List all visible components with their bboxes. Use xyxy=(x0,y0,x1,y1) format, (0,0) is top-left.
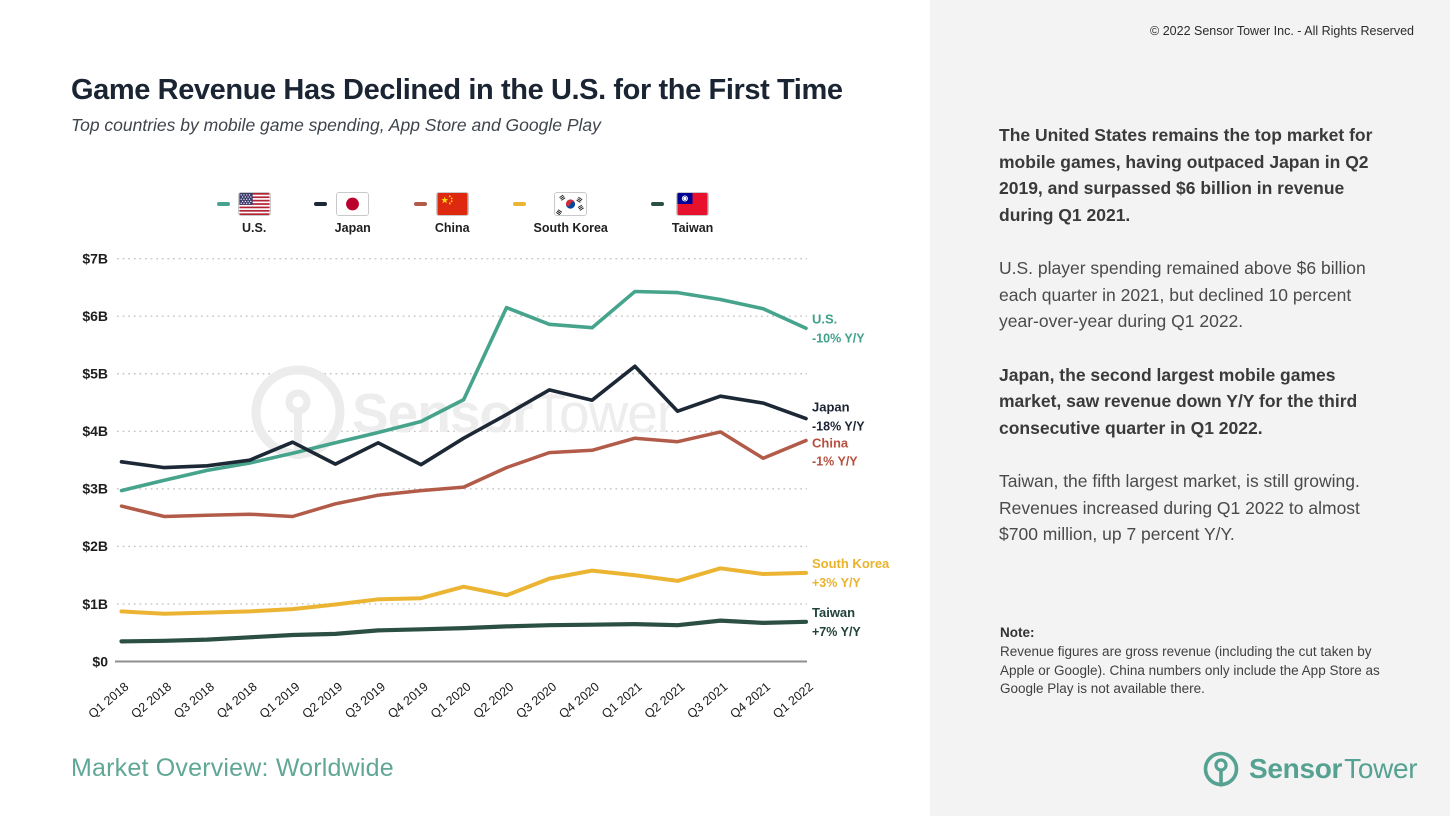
sensor-tower-logo-text: SensorTower xyxy=(1249,753,1418,785)
x-axis-tick-label: Q2 2020 xyxy=(471,680,517,722)
series-line-south-korea xyxy=(119,566,808,616)
narrative: The United States remains the top market… xyxy=(999,122,1395,575)
series-end-label-change: -18% Y/Y xyxy=(812,420,865,434)
legend-item-japan: Japan xyxy=(313,192,371,235)
series-end-label-name: South Korea xyxy=(812,556,890,571)
u-s-flag-icon xyxy=(237,192,271,216)
series-end-label-name: China xyxy=(812,436,849,451)
legend-color-dash xyxy=(413,202,427,206)
series-end-label-change: +3% Y/Y xyxy=(812,576,861,590)
series-end-label-name: U.S. xyxy=(812,311,837,326)
copyright-text: © 2022 Sensor Tower Inc. - All Rights Re… xyxy=(1150,24,1414,38)
y-axis-tick-label: $2B xyxy=(82,538,108,554)
x-axis-tick-label: Q1 2020 xyxy=(428,680,474,722)
series-end-label-name: Japan xyxy=(812,400,850,415)
legend-item-taiwan: Taiwan xyxy=(650,192,714,235)
japan-flag-icon xyxy=(336,192,370,216)
y-axis-tick-label: $6B xyxy=(82,308,108,324)
y-axis-tick-label: $3B xyxy=(82,481,108,497)
x-axis-tick-label: Q4 2018 xyxy=(214,680,260,722)
footer-section-label: Market Overview: Worldwide xyxy=(71,754,394,782)
y-axis-tick-label: $1B xyxy=(82,596,108,612)
legend-item-u-s: U.S. xyxy=(216,192,271,235)
legend-label: Taiwan xyxy=(671,221,714,235)
y-axis-tick-label: $7B xyxy=(82,250,108,266)
taiwan-flag-icon xyxy=(676,192,710,216)
legend-label: U.S. xyxy=(242,221,267,235)
legend-label: Japan xyxy=(334,221,371,235)
x-axis-tick-label: Q3 2018 xyxy=(171,680,217,722)
x-axis-tick-label: Q3 2021 xyxy=(685,680,731,722)
series-line-taiwan xyxy=(119,618,809,644)
sensor-tower-logo: SensorTower xyxy=(1202,750,1418,788)
logo-word-sensor: Sensor xyxy=(1249,753,1343,784)
series-end-label-change: +7% Y/Y xyxy=(812,625,861,639)
series-line-china xyxy=(119,430,808,519)
narrative-paragraph: Japan, the second largest mobile games m… xyxy=(999,364,1358,438)
x-axis-tick-label: Q1 2022 xyxy=(770,680,816,722)
legend-color-dash xyxy=(650,202,664,206)
x-axis-tick-label: Q4 2019 xyxy=(385,680,431,722)
logo-word-tower: Tower xyxy=(1344,753,1418,784)
page-title: Game Revenue Has Declined in the U.S. fo… xyxy=(71,74,843,106)
x-axis-tick-label: Q2 2019 xyxy=(300,680,346,722)
revenue-line-chart: $0 $1B $2B $3B $4B $5B $6B $7B SensorTower Q1 201… xyxy=(82,250,890,722)
china-flag-icon xyxy=(435,192,469,216)
y-axis-tick-label: $0 xyxy=(92,653,108,669)
narrative-paragraph: Taiwan, the fifth largest market, is sti… xyxy=(999,471,1360,544)
narrative-paragraph: The United States remains the top market… xyxy=(999,125,1373,225)
note-body: Revenue figures are gross revenue (inclu… xyxy=(1000,644,1380,696)
x-axis-tick-label: Q4 2020 xyxy=(556,680,602,722)
x-axis-tick-label: Q4 2021 xyxy=(727,680,773,722)
svg-text:SensorTower: SensorTower xyxy=(352,382,675,444)
page-subtitle: Top countries by mobile game spending, A… xyxy=(71,115,601,135)
x-axis-tick-label: Q3 2019 xyxy=(342,680,388,722)
narrative-panel: © 2022 Sensor Tower Inc. - All Rights Re… xyxy=(930,0,1450,816)
note-label: Note: xyxy=(1000,625,1035,640)
legend-color-dash xyxy=(512,202,526,206)
x-axis-tick-label: Q2 2021 xyxy=(642,680,688,722)
series-end-label-name: Taiwan xyxy=(812,605,855,620)
legend-color-dash xyxy=(216,202,230,206)
narrative-paragraph: U.S. player spending remained above $6 b… xyxy=(999,258,1366,331)
legend-label: South Korea xyxy=(533,221,608,235)
sensor-tower-logo-icon xyxy=(1203,751,1239,787)
legend-item-china: China xyxy=(413,192,470,235)
x-axis-tick-label: Q1 2018 xyxy=(86,680,132,722)
x-axis-tick-label: Q1 2021 xyxy=(599,680,645,722)
series-end-label-change: -10% Y/Y xyxy=(812,331,865,345)
chart-panel: Game Revenue Has Declined in the U.S. fo… xyxy=(9,74,921,782)
legend-color-dash xyxy=(313,202,327,206)
series-line-u-s xyxy=(119,289,808,493)
x-axis-tick-label: Q3 2020 xyxy=(513,680,559,722)
note-block: Note: Revenue figures are gross revenue … xyxy=(1000,625,1392,699)
x-axis-tick-label: Q1 2019 xyxy=(257,680,303,722)
south-korea-flag-icon xyxy=(554,192,588,216)
legend-item-south-korea: South Korea xyxy=(512,192,608,235)
x-axis-tick-label: Q2 2018 xyxy=(128,680,174,722)
series-end-label-change: -1% Y/Y xyxy=(812,455,858,469)
y-axis-tick-label: $5B xyxy=(82,366,108,382)
legend-label: China xyxy=(434,221,470,235)
y-axis-tick-label: $4B xyxy=(82,423,108,439)
series-line-japan xyxy=(119,364,808,470)
chart-legend: U.S. Japan China South Korea Taiwan xyxy=(9,192,921,235)
